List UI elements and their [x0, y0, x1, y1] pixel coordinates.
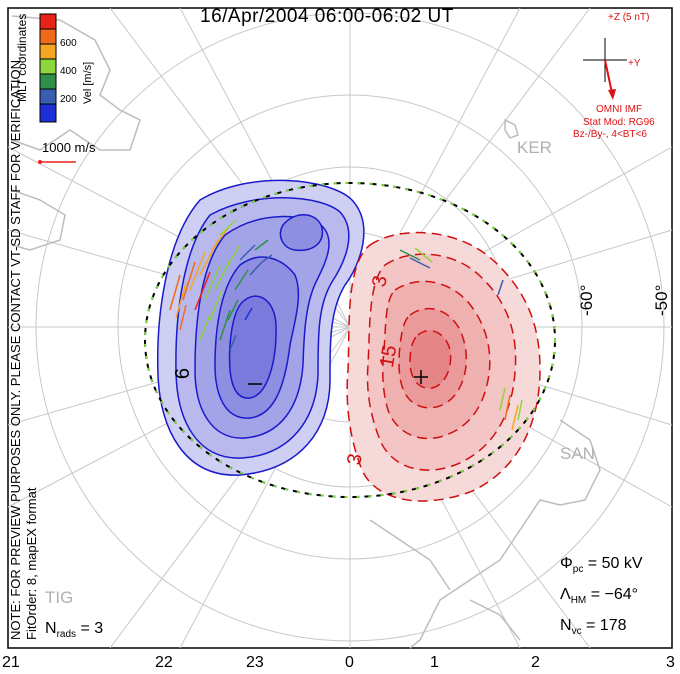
mlt-label-22: 22 [155, 654, 173, 671]
mlt-meridians [7, 7, 673, 649]
mlt-label-0: 0 [345, 654, 354, 671]
stat-potential: Φpc = 50 kV [560, 555, 643, 576]
negative-cell [156, 179, 365, 476]
positive-center-marker [414, 370, 428, 384]
lat-label-50: -50° [652, 284, 671, 316]
colorbar-tick-200: 200 [60, 94, 77, 105]
site-ker: KER [517, 138, 552, 157]
imf-source: OMNI IMF [596, 104, 643, 115]
positive-cell [346, 231, 541, 502]
imf-y-label: +Y [628, 58, 641, 69]
hm-boundary-markers [144, 182, 556, 498]
mlt-label-23: 23 [246, 654, 264, 671]
imf-z-label: +Z (5 nT) [608, 12, 650, 23]
plot-frame [7, 7, 673, 649]
colorbar-tick-400: 400 [60, 66, 77, 77]
mlt-label-1: 1 [430, 654, 439, 671]
reference-vector-label: 1000 m/s [42, 140, 96, 155]
colorbar-unit: Vel [m/s] [82, 61, 94, 104]
lat-label-60: -60° [577, 284, 596, 316]
preview-note: NOTE: FOR PREVIEW PURPOSES ONLY. PLEASE … [8, 56, 23, 640]
site-san: SAN [560, 444, 595, 463]
imf-condition: Bz-/By-, 4<BT<6 [573, 129, 647, 140]
mlt-label-2: 2 [531, 654, 540, 671]
imf-dial [583, 38, 627, 100]
fit-order-note: FitOrder: 8, mapEX format [24, 487, 39, 640]
stat-radar-count: Nrads = 3 [45, 620, 104, 641]
site-tig: TIG [45, 588, 74, 607]
contour-label-pos-b: 15 [375, 343, 402, 370]
stat-vector-count: Nvc = 178 [560, 617, 627, 638]
contour-label-neg: 6 [172, 367, 195, 380]
plot-title: 16/Apr/2004 06:00-06:02 UT [200, 6, 454, 27]
mlt-label-21: 21 [2, 654, 20, 671]
colorbar [39, 13, 57, 123]
velocity-vectors [169, 219, 523, 431]
colorbar-tick-600: 600 [60, 38, 77, 49]
reference-vector [38, 160, 76, 164]
imf-model: Stat Mod: RG96 [583, 117, 655, 128]
stat-hm-latitude: ΛHM = −64° [560, 586, 639, 607]
mlt-label-3: 3 [666, 654, 675, 671]
